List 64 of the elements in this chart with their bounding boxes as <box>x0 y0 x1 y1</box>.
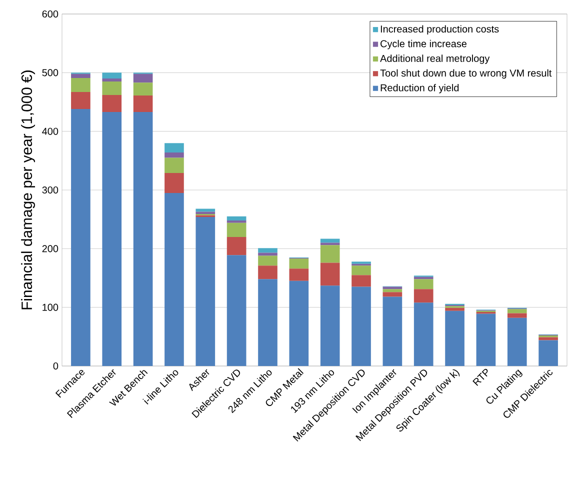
bar <box>226 222 246 237</box>
bar <box>133 82 153 96</box>
y-tick-label: 100 <box>42 304 58 311</box>
bar <box>320 262 340 286</box>
bar <box>102 81 122 95</box>
bar <box>382 292 402 297</box>
bar <box>320 238 340 243</box>
bar <box>445 310 464 366</box>
bar <box>445 308 464 311</box>
bar <box>71 109 90 366</box>
y-tick-label: 600 <box>42 10 58 18</box>
bar <box>320 245 340 263</box>
bar <box>538 340 558 366</box>
bar <box>226 255 246 366</box>
bar <box>226 236 246 256</box>
bar <box>164 192 184 366</box>
legend-label: Cycle time increase <box>380 40 467 50</box>
bar <box>382 289 402 292</box>
bar <box>258 279 278 366</box>
y-tick-label: 300 <box>42 186 58 194</box>
y-tick-label: 400 <box>42 128 58 135</box>
bar <box>164 143 184 152</box>
bar <box>289 280 309 366</box>
bar <box>102 94 122 112</box>
y-tick-label: 200 <box>42 245 58 252</box>
bar <box>71 92 90 110</box>
bar <box>164 158 184 173</box>
legend-label: Additional real metrology <box>380 54 490 64</box>
bar <box>196 212 216 214</box>
bar <box>71 74 90 78</box>
bar <box>164 172 184 193</box>
bar <box>476 314 496 366</box>
bar <box>507 309 527 314</box>
bar <box>507 313 527 318</box>
bar <box>102 72 122 79</box>
bar <box>133 112 153 366</box>
bar <box>352 275 371 287</box>
bar <box>289 258 309 269</box>
bar <box>258 248 278 253</box>
bar <box>414 302 434 366</box>
y-tick-label: 0 <box>53 362 58 370</box>
bar <box>71 78 90 92</box>
bar <box>352 266 371 276</box>
bar <box>507 318 527 366</box>
legend-label: Increased production costs <box>380 25 499 35</box>
bar <box>133 74 153 83</box>
bar <box>226 216 246 221</box>
bar <box>289 268 309 281</box>
bar <box>133 96 153 112</box>
bar <box>164 152 184 158</box>
legend-label: Tool shut down due to wrong VM result <box>380 69 552 79</box>
legend-label: Reduction of yield <box>380 84 459 94</box>
bar <box>382 296 402 366</box>
bar <box>258 256 278 266</box>
y-axis-title: Financial damage per year (1,000 €) <box>21 70 36 310</box>
bar <box>414 289 434 303</box>
bar <box>414 279 434 290</box>
bar <box>320 286 340 366</box>
bar <box>352 286 371 366</box>
bar <box>102 78 122 82</box>
bar <box>196 216 216 366</box>
y-tick-label: 500 <box>42 69 58 76</box>
bar <box>258 266 278 280</box>
bar <box>102 112 122 366</box>
